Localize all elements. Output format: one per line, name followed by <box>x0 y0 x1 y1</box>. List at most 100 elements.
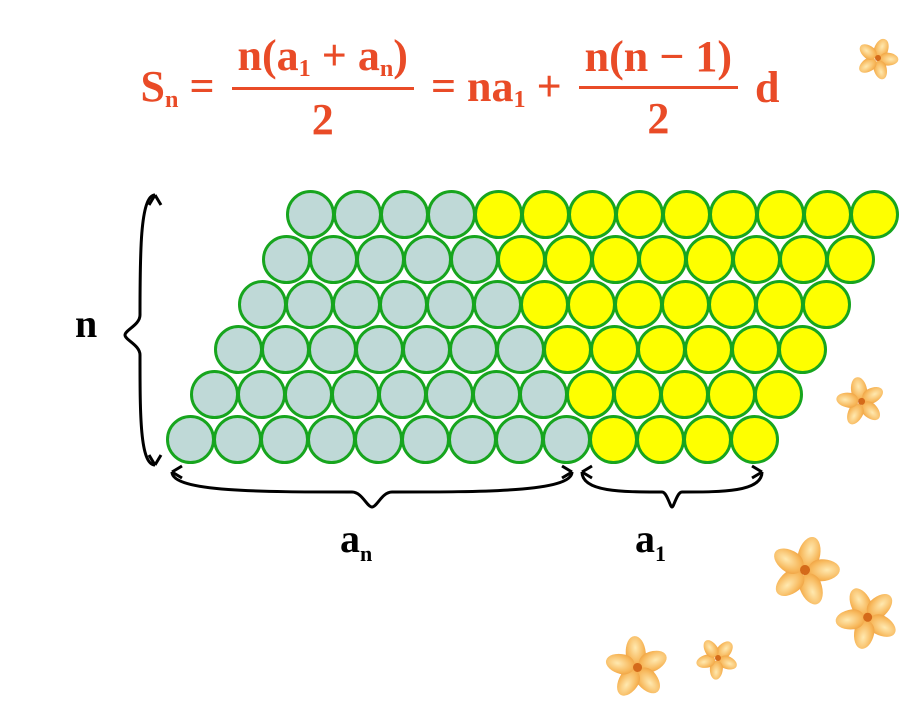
circle <box>261 325 310 374</box>
circle <box>260 415 309 464</box>
circle <box>308 325 357 374</box>
circle <box>755 280 804 329</box>
circle <box>356 235 405 284</box>
circle <box>662 190 711 239</box>
flower-center <box>857 397 865 405</box>
circle <box>355 325 404 374</box>
circle <box>542 415 591 464</box>
circle <box>590 325 639 374</box>
label-a1-base: a <box>635 516 655 561</box>
circle <box>379 280 428 329</box>
brace-n <box>110 185 170 485</box>
circle <box>380 190 429 239</box>
circle <box>754 370 803 419</box>
circle <box>660 370 709 419</box>
circle <box>709 190 758 239</box>
circle <box>638 235 687 284</box>
circle <box>214 325 263 374</box>
circle-row <box>264 235 875 284</box>
circle <box>614 280 663 329</box>
circle <box>166 415 215 464</box>
circle <box>333 190 382 239</box>
frac2-den: 2 <box>579 89 738 144</box>
circle <box>425 370 474 419</box>
circle <box>685 235 734 284</box>
frac1-num: n(a1 + an) <box>232 30 414 90</box>
circle <box>331 370 380 419</box>
circle <box>402 325 451 374</box>
circle <box>190 370 239 419</box>
circle <box>449 325 498 374</box>
frac1-num-end: ) <box>393 31 408 80</box>
circle <box>495 415 544 464</box>
circle <box>307 415 356 464</box>
circle <box>732 235 781 284</box>
sym-S-sub: n <box>165 86 178 113</box>
circle <box>613 370 662 419</box>
circle <box>450 235 499 284</box>
brace-a1 <box>572 462 772 532</box>
circle <box>850 190 899 239</box>
circle <box>426 280 475 329</box>
circle <box>684 325 733 374</box>
frac1-num-mid: + a <box>311 31 380 80</box>
circle <box>683 415 732 464</box>
circle <box>730 415 779 464</box>
circle <box>285 280 334 329</box>
circle <box>262 235 311 284</box>
circle <box>802 280 851 329</box>
circle <box>309 235 358 284</box>
circle-row <box>288 190 899 239</box>
circle <box>472 370 521 419</box>
sym-S: S <box>141 62 165 111</box>
frac1-den: 2 <box>232 90 414 145</box>
circle <box>589 415 638 464</box>
circle <box>566 370 615 419</box>
label-a1: a1 <box>635 515 666 567</box>
frac1-num-sub2: n <box>380 55 393 82</box>
sym-plus: + <box>537 62 573 111</box>
circle-row <box>168 415 779 464</box>
circle <box>661 280 710 329</box>
frac1-num-a: n(a <box>238 31 299 80</box>
circle <box>521 190 570 239</box>
circle-row <box>240 280 851 329</box>
circle <box>636 415 685 464</box>
circle <box>519 370 568 419</box>
circle <box>568 190 617 239</box>
circle <box>286 190 335 239</box>
circle <box>567 280 616 329</box>
circle <box>448 415 497 464</box>
circle <box>427 190 476 239</box>
circle <box>213 415 262 464</box>
circle <box>544 235 593 284</box>
circle <box>332 280 381 329</box>
formula-frac2: n(n − 1) 2 <box>579 31 738 144</box>
circle <box>401 415 450 464</box>
circle <box>778 325 827 374</box>
circle <box>403 235 452 284</box>
circle <box>826 235 875 284</box>
circle <box>237 370 286 419</box>
circle <box>474 190 523 239</box>
circle-row <box>192 370 803 419</box>
sym-na: na <box>467 62 513 111</box>
label-an: an <box>340 515 372 567</box>
circle <box>591 235 640 284</box>
circle <box>496 325 545 374</box>
circle <box>708 280 757 329</box>
formula-frac1: n(a1 + an) 2 <box>232 30 414 145</box>
flower-center <box>632 662 642 672</box>
circle <box>284 370 333 419</box>
label-a1-sub: 1 <box>655 541 666 566</box>
circle <box>707 370 756 419</box>
frac2-num: n(n − 1) <box>579 31 738 89</box>
sym-eq2: = <box>431 62 467 111</box>
circle <box>756 190 805 239</box>
circle <box>731 325 780 374</box>
circle <box>803 190 852 239</box>
frac1-num-sub1: 1 <box>299 55 311 82</box>
circle <box>354 415 403 464</box>
circle <box>543 325 592 374</box>
circle <box>615 190 664 239</box>
